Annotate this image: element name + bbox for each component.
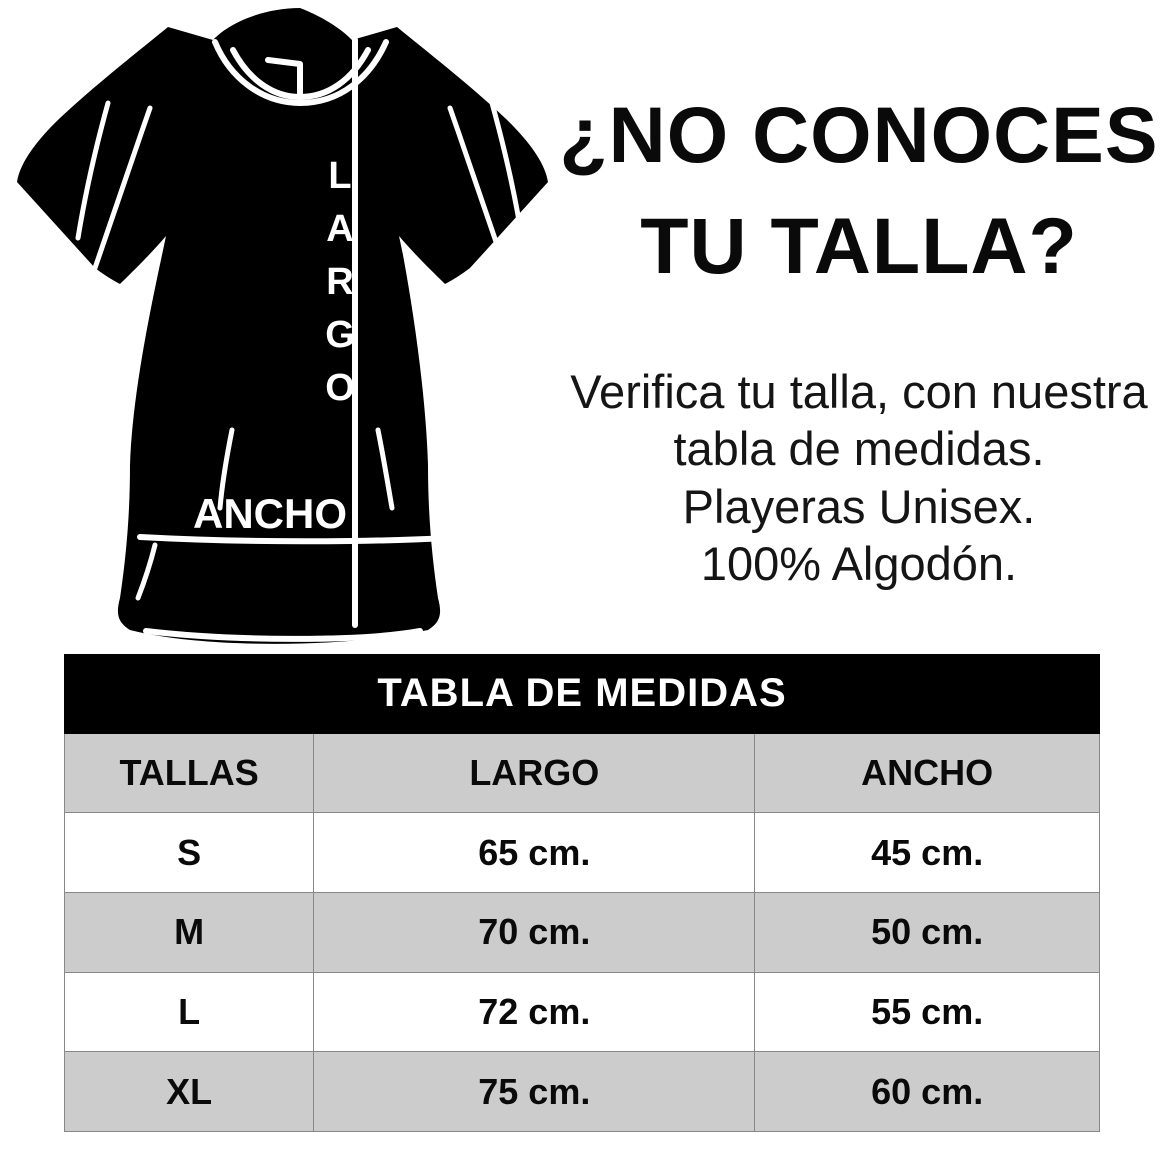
svg-text:L: L <box>328 155 351 197</box>
svg-text:G: G <box>325 314 355 356</box>
svg-text:R: R <box>326 261 353 303</box>
svg-text:ANCHO: ANCHO <box>193 490 347 537</box>
svg-text:A: A <box>326 208 353 250</box>
svg-text:O: O <box>325 367 355 409</box>
